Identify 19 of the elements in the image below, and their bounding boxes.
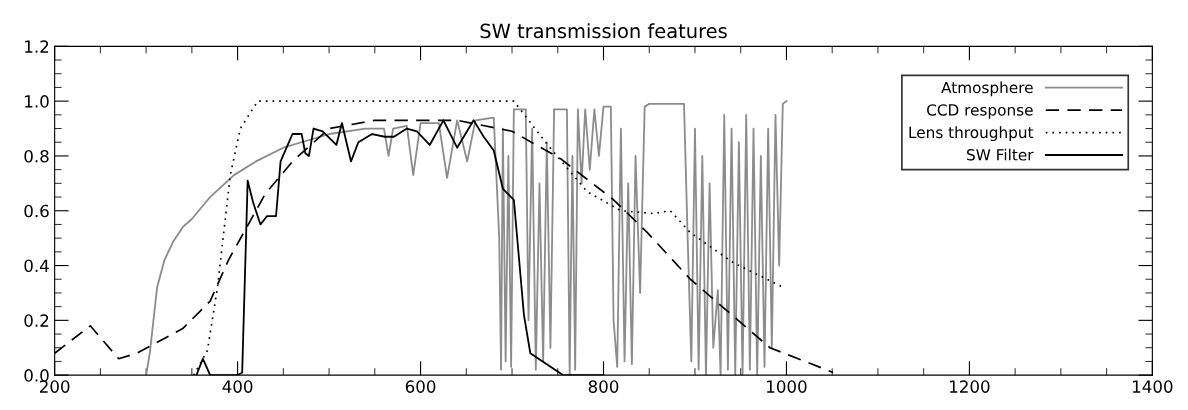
legend-label: Atmosphere	[941, 81, 1033, 97]
legend-label: SW Filter	[967, 148, 1034, 161]
legend-label: CCD response	[927, 104, 1033, 119]
x-tick-label: 800	[588, 380, 619, 393]
y-tick-label: 0.8	[24, 149, 49, 163]
y-tick-label: 0.0	[24, 369, 49, 382]
y-tick-label: 0.2	[24, 314, 49, 327]
x-tick-label: 600	[405, 380, 436, 393]
x-tick-label: 1200	[950, 380, 990, 393]
x-tick-label: 400	[222, 380, 253, 393]
chart-title: SW transmission features	[480, 23, 727, 39]
legend-label: Lens throughput	[909, 126, 1034, 142]
y-tick-label: 0.6	[24, 204, 49, 218]
y-tick-label: 0.4	[24, 259, 49, 273]
x-tick-label: 1400	[1132, 380, 1173, 393]
y-tick-label: 1.2	[25, 40, 49, 53]
x-tick-label: 200	[39, 380, 70, 393]
y-tick-label: 1.0	[25, 95, 49, 108]
x-tick-label: 1000	[767, 380, 807, 393]
